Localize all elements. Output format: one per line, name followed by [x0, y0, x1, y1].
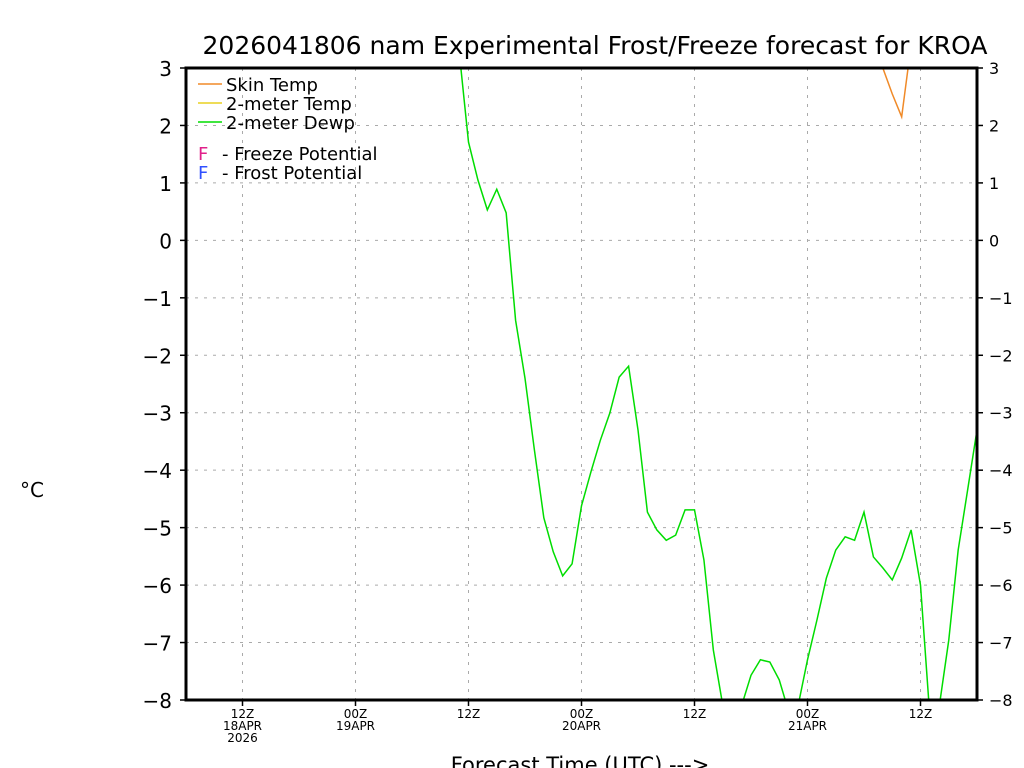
- grid-lines: [186, 67, 977, 701]
- y-tick-label-right: −4: [989, 461, 1013, 480]
- y-tick-label-right: 0: [989, 231, 999, 250]
- y-tick-label-left: −7: [143, 632, 172, 656]
- x-tick-label: 00Z: [344, 707, 368, 721]
- x-tick-label: 21APR: [788, 719, 827, 733]
- x-tick-label: 12Z: [231, 707, 255, 721]
- y-tick-label-right: −7: [989, 634, 1013, 653]
- y-tick-label-left: −8: [143, 689, 172, 713]
- x-tick-label: 2026: [227, 731, 258, 745]
- legend-marker-label: - Freeze Potential: [222, 144, 378, 165]
- y-tick-label-left: −1: [143, 287, 172, 311]
- legend-label: 2-meter Dewp: [226, 113, 355, 134]
- legend-marker-label: - Frost Potential: [222, 163, 362, 184]
- y-tick-label-right: −8: [989, 691, 1013, 710]
- y-tick-label-right: −3: [989, 404, 1013, 423]
- x-tick-label: 12Z: [909, 707, 933, 721]
- legend-label: 2-meter Temp: [226, 94, 352, 115]
- series-lines: [460, 68, 977, 700]
- x-tick-label: 20APR: [562, 719, 601, 733]
- x-tick-label: 18APR: [223, 719, 262, 733]
- chart-title: 2026041806 nam Experimental Frost/Freeze…: [203, 31, 988, 60]
- y-tick-label-right: −5: [989, 519, 1013, 538]
- legend-label: Skin Temp: [226, 75, 318, 96]
- y-tick-label-right: −6: [989, 576, 1013, 595]
- x-tick-label: 19APR: [336, 719, 375, 733]
- legend-marker-symbol: F: [198, 144, 208, 165]
- x-tick-label: 12Z: [683, 707, 707, 721]
- y-tick-label-right: 2: [989, 116, 999, 135]
- y-tick-label-left: 3: [159, 57, 172, 81]
- series-line-skin-temp: [882, 68, 909, 120]
- y-tick-label-left: −5: [143, 517, 172, 541]
- series-line-2-meter-dewp: [460, 68, 977, 700]
- y-axis-label: °C: [20, 478, 44, 502]
- y-tick-label-left: −4: [143, 459, 172, 483]
- y-tick-label-left: 2: [159, 114, 172, 138]
- x-tick-label: 12Z: [457, 707, 481, 721]
- y-tick-label-right: 1: [989, 174, 999, 193]
- y-tick-label-right: 3: [989, 59, 999, 78]
- x-axis-label: Forecast Time (UTC) --->: [451, 753, 710, 768]
- y-tick-label-left: −3: [143, 402, 172, 426]
- y-tick-label-right: −2: [989, 346, 1013, 365]
- y-tick-label-right: −1: [989, 289, 1013, 308]
- y-axis-ticks: 3 3 2 2 1 1 0 0 −1 −1 −2 −2 −3 −3 −4 −4 −5 −5 −6 −6 −7 −7 −8 −8: [143, 57, 1013, 713]
- y-tick-label-left: 1: [159, 172, 172, 196]
- y-tick-label-left: 0: [159, 229, 172, 253]
- y-tick-label-left: −6: [143, 574, 172, 598]
- y-tick-label-left: −2: [143, 344, 172, 368]
- x-tick-label: 00Z: [796, 707, 820, 721]
- x-tick-label: 00Z: [570, 707, 594, 721]
- legend-marker-symbol: F: [198, 163, 208, 184]
